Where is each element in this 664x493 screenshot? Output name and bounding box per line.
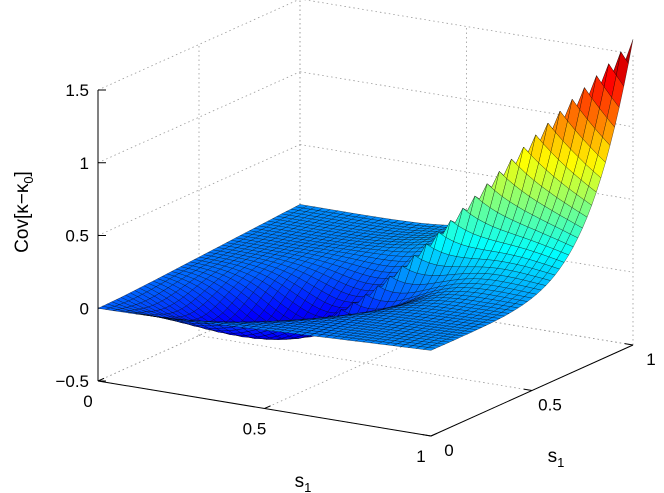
z-tick-label-4: 1.5 (65, 81, 89, 100)
x-tick-label-0: 0 (83, 392, 92, 411)
axis-frame (97, 89, 634, 437)
y-tick-label-0: 0 (444, 441, 453, 460)
surface-patch-43-0 (422, 347, 437, 351)
z-tick-label-0: −0.5 (55, 372, 89, 391)
grid-line-y-floor-1 (198, 335, 533, 391)
axis-labels: s1 s1 Cov[κ−κ0] −0.500.511.500.51 00.51 (12, 81, 656, 493)
grid-line-z-left-4 (97, 0, 299, 91)
x-axis-label: s1 (295, 471, 312, 493)
x-tick-label-1: 0.5 (243, 420, 267, 439)
x-tick-label-2: 1 (416, 447, 425, 466)
y-tick-0 (422, 434, 432, 437)
z-tick-label-2: 0.5 (65, 227, 89, 246)
y-tick-1 (523, 388, 533, 391)
grid-line-z-left-3 (97, 71, 301, 164)
surface-mesh (97, 39, 634, 351)
x-tick-1 (264, 405, 271, 409)
z-tick-label-1: 0 (80, 299, 89, 318)
y-tick-2 (624, 343, 634, 346)
x-tick-0 (97, 377, 105, 382)
z-axis-label: Cov[κ−κ0] (12, 171, 36, 253)
grid-line-z-back-4 (303, 0, 634, 55)
grid-line-z-left-2 (97, 144, 301, 236)
y-axis-label: s1 (548, 446, 565, 470)
z-tick-label-3: 1 (80, 154, 89, 173)
x-tick-2 (430, 432, 438, 437)
y-tick-label-1: 0.5 (538, 396, 562, 415)
y-tick-label-2: 1 (646, 350, 655, 369)
